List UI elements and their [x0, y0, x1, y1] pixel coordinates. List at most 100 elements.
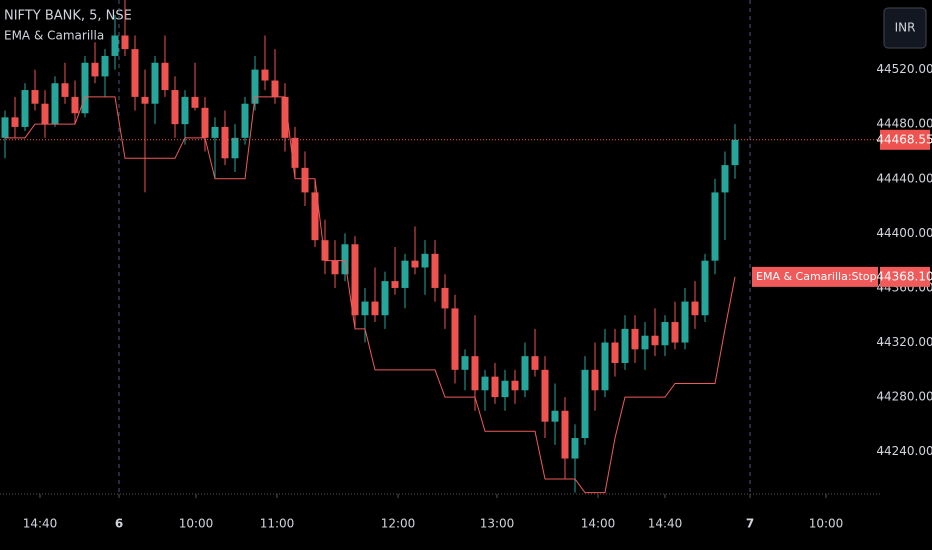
- candle-body: [621, 328, 629, 363]
- stop-loss-line: [5, 96, 736, 494]
- candle-body: [461, 356, 469, 370]
- candle-body: [1, 117, 9, 138]
- x-tick-label: 14:40: [23, 517, 58, 531]
- candle-body: [531, 356, 539, 370]
- candle-body: [511, 380, 519, 391]
- last-price-label: 44468.55: [876, 132, 932, 146]
- candle-body: [321, 240, 329, 261]
- x-tick-label: 13:00: [480, 517, 515, 531]
- candle-body: [431, 253, 439, 288]
- x-tick-label: 14:00: [581, 517, 616, 531]
- candle-body: [141, 96, 149, 104]
- candle-body: [571, 438, 579, 459]
- candle-body: [521, 356, 529, 391]
- candle-body: [541, 369, 549, 422]
- x-tick-label: 11:00: [260, 517, 295, 531]
- candle-body: [291, 137, 299, 168]
- candle-body: [341, 244, 349, 275]
- candle-body: [211, 126, 219, 138]
- y-tick-label: 44400.00: [876, 226, 932, 240]
- candle-body: [351, 244, 359, 316]
- candle-body: [51, 83, 59, 125]
- x-tick-label: 6: [115, 517, 123, 531]
- candle-body: [451, 308, 459, 370]
- candle-body: [181, 96, 189, 125]
- candle-body: [231, 137, 239, 159]
- x-tick-label: 14:40: [648, 517, 683, 531]
- indicator-name: EMA & Camarilla: [4, 29, 104, 43]
- x-tick-label: 12:00: [381, 517, 416, 531]
- candle-body: [81, 62, 89, 114]
- candle-body: [191, 96, 199, 108]
- y-tick-label: 44440.00: [876, 171, 932, 185]
- candle-body: [31, 90, 39, 104]
- candle-body: [671, 322, 679, 343]
- candle-body: [501, 380, 509, 398]
- candle-body: [21, 90, 29, 127]
- candle-body: [381, 281, 389, 316]
- candle-body: [641, 335, 649, 350]
- last-price-box: [880, 129, 930, 150]
- chart-title: NIFTY BANK, 5, NSE: [4, 9, 132, 24]
- candle-body: [441, 287, 449, 309]
- candle-body: [421, 253, 429, 268]
- candle-body: [201, 107, 209, 138]
- candle-body: [471, 356, 479, 391]
- candle-body: [371, 301, 379, 316]
- candle-body: [241, 103, 249, 138]
- candle-body: [591, 369, 599, 391]
- candle-body: [631, 328, 639, 350]
- indicator-name-label: EMA & Camarilla:Stop Loss: [756, 270, 904, 283]
- candle-body: [151, 62, 159, 104]
- candle-body: [721, 165, 729, 193]
- candle-body: [581, 369, 589, 439]
- y-tick-label: 44240.00: [876, 444, 932, 458]
- candle-body: [311, 192, 319, 241]
- x-tick-label: 10:00: [809, 517, 844, 531]
- candle-body: [391, 281, 399, 288]
- candle-body: [681, 301, 689, 343]
- candle-body: [11, 117, 19, 127]
- candle-body: [691, 301, 699, 316]
- candle-body: [111, 35, 119, 56]
- candle-body: [41, 103, 49, 125]
- y-tick-label: 44280.00: [876, 390, 932, 404]
- candle-body: [551, 410, 559, 422]
- candle-body: [411, 260, 419, 268]
- y-tick-label: 44480.00: [876, 117, 932, 131]
- candle-body: [71, 96, 79, 114]
- candle-body: [491, 376, 499, 398]
- candle-body: [221, 126, 229, 159]
- candle-body: [711, 192, 719, 261]
- candle-body: [701, 260, 709, 316]
- indicator-name-box: [752, 266, 878, 287]
- candle-body: [651, 335, 659, 346]
- currency-label[interactable]: INR: [895, 21, 916, 35]
- candle-body: [61, 83, 69, 97]
- candle-body: [121, 35, 129, 50]
- candle-body: [611, 342, 619, 363]
- candle-body: [101, 55, 109, 77]
- candle-body: [731, 139, 739, 166]
- y-tick-label: 44320.00: [876, 335, 932, 349]
- candle-body: [331, 260, 339, 275]
- candle-body: [171, 90, 179, 125]
- candle-body: [131, 49, 139, 97]
- candle-body: [251, 69, 259, 104]
- x-tick-label: 10:00: [179, 517, 214, 531]
- candle-body: [401, 260, 409, 288]
- currency-button[interactable]: [883, 7, 927, 49]
- candle-body: [601, 342, 609, 391]
- candle-body: [661, 322, 669, 346]
- candle-body: [361, 301, 369, 316]
- candle-body: [481, 376, 489, 391]
- candle-body: [561, 410, 569, 459]
- candle-body: [301, 167, 309, 193]
- indicator-price-box: [880, 266, 930, 287]
- candle-body: [271, 80, 279, 97]
- candle-body: [161, 62, 169, 91]
- y-tick-label: 44520.00: [876, 62, 932, 76]
- candle-body: [281, 96, 289, 138]
